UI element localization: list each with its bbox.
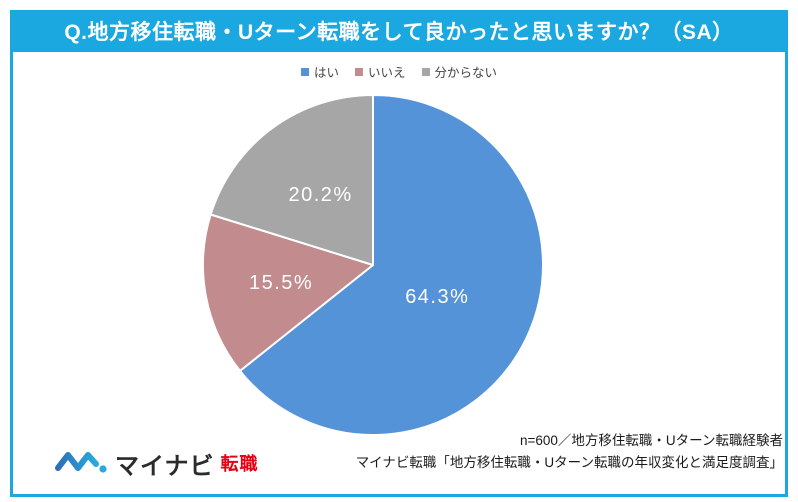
legend-swatch-icon xyxy=(354,67,363,76)
pie-chart: 64.3% 15.5% 20.2% xyxy=(201,94,544,436)
legend-label: 分からない xyxy=(434,66,498,80)
pie-slice-2 xyxy=(209,94,374,266)
logo-service-text: 転職 xyxy=(220,454,259,474)
legend-swatch-icon xyxy=(421,67,430,76)
legend-label: いいえ xyxy=(367,66,406,80)
source-note: n=600／地方移住転職・Uターン転職経験者 マイナビ転職「地方移住転職・Uター… xyxy=(356,430,783,474)
sample-size-note: n=600／地方移住転職・Uターン転職経験者 xyxy=(520,433,783,448)
pie-label-2: 20.2% xyxy=(288,184,352,206)
page-title: Q.地方移住転職・Uターン転職をして良かったと思いますか？（SA） xyxy=(10,10,788,52)
logo-brand-text: マイナビ xyxy=(115,452,215,480)
pie-label-1: 15.5% xyxy=(249,272,313,294)
mynavi-logo: マイナビ 転職 xyxy=(54,446,259,480)
legend-swatch-icon xyxy=(300,67,309,76)
pie-slice-0 xyxy=(238,94,544,436)
mynavi-wave-logo-icon xyxy=(55,452,107,473)
chart-legend: はい いいえ 分からない xyxy=(10,62,788,81)
pie-slice-1 xyxy=(201,213,374,372)
pie-label-0: 64.3% xyxy=(405,286,469,308)
survey-source-note: マイナビ転職「地方移住転職・Uターン転職の年収変化と満足度調査」 xyxy=(355,455,783,470)
legend-item-2: 分からない xyxy=(421,62,498,81)
legend-label: はい xyxy=(313,66,339,80)
legend-item-1: いいえ xyxy=(354,62,406,81)
legend-item-0: はい xyxy=(300,62,339,81)
